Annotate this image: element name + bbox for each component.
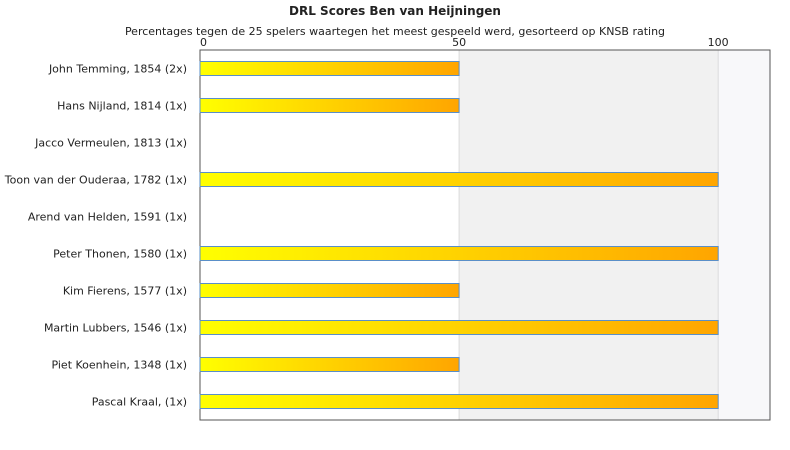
y-category-label: Toon van der Ouderaa, 1782 (1x)	[4, 174, 187, 187]
x-tick-label: 100	[708, 36, 729, 49]
chart-title: DRL Scores Ben van Heijningen	[289, 4, 501, 18]
y-category-label: Jacco Vermeulen, 1813 (1x)	[34, 137, 187, 150]
y-category-label: Hans Nijland, 1814 (1x)	[57, 100, 187, 113]
bar	[199, 283, 460, 298]
plot-band	[718, 50, 770, 420]
chart-subtitle: Percentages tegen de 25 spelers waartege…	[124, 25, 666, 38]
bar	[199, 394, 719, 409]
bar	[199, 98, 460, 113]
plot-frame	[199, 49, 771, 421]
y-category-label: Pascal Kraal, (1x)	[92, 396, 187, 409]
y-category-label: Martin Lubbers, 1546 (1x)	[44, 322, 187, 335]
x-tick-label: 50	[452, 36, 466, 49]
bar	[199, 320, 719, 335]
y-category-label: Arend van Helden, 1591 (1x)	[28, 211, 187, 224]
y-category-label: Kim Fierens, 1577 (1x)	[63, 285, 187, 298]
plot-band	[459, 50, 719, 420]
bar	[199, 246, 719, 261]
y-category-label: Piet Koenhein, 1348 (1x)	[51, 359, 187, 372]
y-category-label: Peter Thonen, 1580 (1x)	[53, 248, 187, 261]
x-tick-label: 0	[200, 36, 207, 49]
y-category-label: John Temming, 1854 (2x)	[48, 63, 187, 76]
bar	[199, 172, 719, 187]
bar	[199, 61, 460, 76]
bar	[199, 357, 460, 372]
